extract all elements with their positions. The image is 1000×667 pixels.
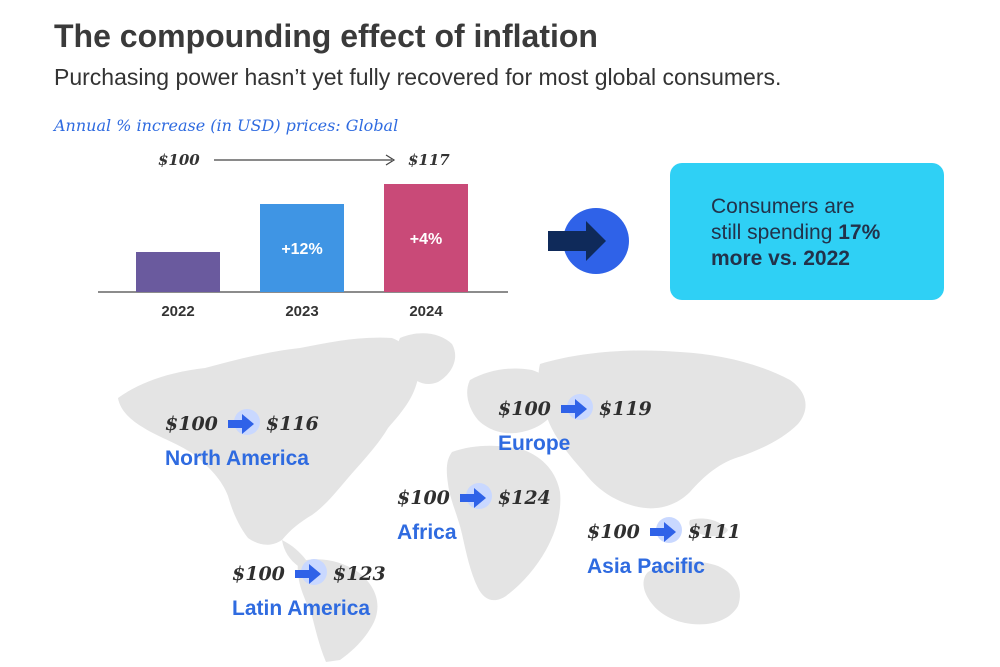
region-europe: $100 $119 Europe bbox=[498, 394, 652, 456]
chart-caption: Annual % increase (in USD) prices: Globa… bbox=[54, 116, 399, 135]
bar-chart: 2022 2023 +12% 2024 +4% bbox=[98, 154, 508, 320]
callout-line-2: still spending 17% bbox=[711, 221, 881, 244]
region-from-price: $100 bbox=[232, 563, 285, 585]
tick-label-2022: 2022 bbox=[161, 303, 194, 320]
bar-2023 bbox=[260, 204, 344, 292]
region-to-price: $119 bbox=[598, 398, 652, 420]
price-end-label: $117 bbox=[408, 151, 450, 169]
region-from-price: $100 bbox=[587, 521, 640, 543]
bar-2024 bbox=[384, 184, 468, 292]
tick-label-2023: 2023 bbox=[285, 303, 318, 320]
region-to-price: $111 bbox=[687, 521, 741, 543]
region-from-price: $100 bbox=[165, 413, 218, 435]
region-asia-pacific: $100 $111 Asia Pacific bbox=[587, 517, 741, 579]
region-to-price: $116 bbox=[265, 413, 319, 435]
region-from-price: $100 bbox=[397, 487, 450, 509]
region-from-price: $100 bbox=[498, 398, 551, 420]
callout-highlight: 17% bbox=[838, 221, 881, 244]
region-name: Asia Pacific bbox=[587, 555, 705, 578]
arrow-right-icon bbox=[458, 483, 492, 513]
region-latin-america: $100 $123 Latin America bbox=[232, 559, 386, 621]
bar-2022 bbox=[136, 252, 220, 292]
arrow-right-icon bbox=[559, 394, 593, 424]
region-north-america: $100 $116 North America bbox=[165, 409, 319, 471]
page-title: The compounding effect of inflation bbox=[54, 18, 598, 54]
summary-callout: Consumers are still spending 17% more vs… bbox=[670, 163, 944, 300]
region-to-price: $124 bbox=[497, 487, 551, 509]
arrow-right-icon bbox=[226, 409, 260, 439]
tick-label-2024: 2024 bbox=[409, 303, 443, 320]
arrow-right-icon bbox=[648, 517, 682, 547]
callout-line-1: Consumers are bbox=[711, 195, 855, 218]
data-label-2023: +12% bbox=[281, 241, 322, 258]
price-path-arrowhead bbox=[385, 154, 396, 166]
region-name: North America bbox=[165, 447, 309, 470]
data-label-2024: +4% bbox=[410, 231, 442, 248]
price-start-label: $100 bbox=[158, 151, 200, 169]
region-name: Europe bbox=[498, 432, 571, 455]
region-name: Africa bbox=[397, 521, 457, 544]
callout-line-3: more vs. 2022 bbox=[711, 247, 850, 270]
big-arrow-icon bbox=[548, 208, 629, 274]
page-subtitle: Purchasing power hasn’t yet fully recove… bbox=[54, 64, 782, 90]
region-africa: $100 $124 Africa bbox=[397, 483, 551, 545]
arrow-right-icon bbox=[293, 559, 327, 589]
region-to-price: $123 bbox=[332, 563, 386, 585]
region-name: Latin America bbox=[232, 597, 371, 620]
